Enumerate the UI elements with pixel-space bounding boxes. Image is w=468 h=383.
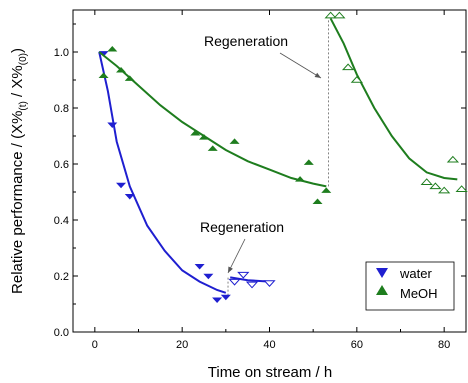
y-tick-label: 0.4 [54,215,69,227]
meoh-point [321,187,332,193]
annotation-arrow [227,238,246,274]
water-point [220,294,231,301]
x-axis-label: Time on stream / h [208,364,332,381]
meoh-point [312,198,323,205]
water-point-regenerated [237,271,250,279]
meoh-point [207,145,218,151]
meoh-point-regenerated [446,155,460,163]
meoh-point [229,138,240,144]
meoh-point-regenerated [438,186,451,194]
x-tick-label: 60 [351,339,363,351]
water-point-regenerated [228,278,241,286]
water-point [212,297,223,304]
meoh-point-regenerated [350,76,363,83]
water-point [194,263,205,270]
meoh-point-regenerated [333,11,346,19]
meoh-point [98,72,109,79]
annotation-arrowhead [228,266,233,273]
water-fit-line-regenerated [230,276,270,283]
water-fit-line [98,51,227,294]
y-axis-label-text: Relative performance / (X%(t) / X%(0)) [9,48,29,294]
y-tick-label: 0.6 [54,159,69,171]
meoh-point [295,176,306,182]
water-point [116,182,127,189]
legend-label-water: water [399,266,432,281]
x-tick-label: 20 [176,339,188,351]
water-point [203,273,214,280]
meoh-fit-line [98,51,327,188]
meoh-point-regenerated [324,11,337,19]
meoh-point [116,66,127,73]
legend-marker-meoh [376,285,388,295]
water-point-regenerated [245,281,259,289]
y-tick-label: 0.8 [54,103,69,115]
annotation-arrowhead [314,72,321,78]
meoh-point-regenerated [341,63,355,71]
y-tick-label: 1.0 [54,47,69,59]
x-tick-label: 80 [438,339,450,351]
water-point [124,193,135,200]
meoh-point-regenerated [429,182,442,190]
annotation-arrow [279,52,322,79]
y-tick-label: 0.2 [54,271,69,283]
meoh-point [190,129,201,136]
y-tick-label: 0.0 [54,327,69,339]
x-tick-label: 40 [263,339,275,351]
meoh-point [303,159,314,165]
meoh-point [124,75,135,81]
meoh-point-regenerated [420,178,433,185]
legend-marker-water [376,268,388,278]
annotation-regeneration-top: Regeneration [204,33,322,79]
legend-label-meoh: MeOH [400,286,438,301]
meoh-point [199,134,209,140]
x-tick-label: 0 [92,339,98,351]
legend: water MeOH [365,261,455,311]
y-axis-label: Relative performance / (X%(t) / X%(0)) [9,48,29,294]
annotation-regeneration-bottom: Regeneration [200,219,284,274]
annotation-text: Regeneration [200,219,284,235]
meoh-point-regenerated [455,185,468,192]
annotation-text: Regeneration [204,33,288,49]
meoh-fit-line-regenerated [329,17,458,181]
water-point [107,122,118,129]
meoh-point [107,45,118,52]
water-point-regenerated [263,280,276,287]
